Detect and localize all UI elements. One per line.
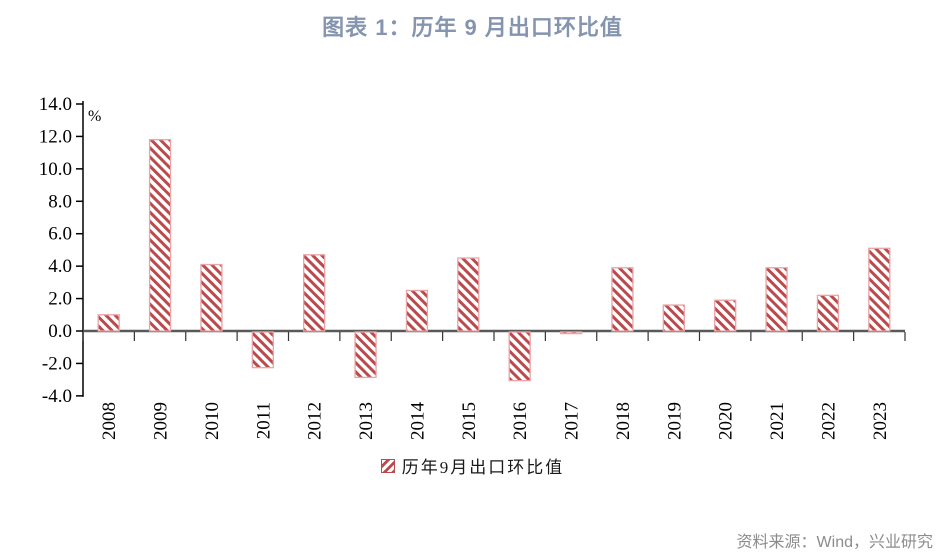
y-tick-label-10.0: 10.0 (39, 159, 72, 180)
bar-chart: 14.0 12.0 10.0 8.0 6.0 4.0 2.0 0.0 -2.0 -4.0% 2008… (39, 94, 906, 441)
x-label-2022: 2022 (818, 402, 839, 440)
bar-2023 (868, 247, 891, 332)
y-tick-label--2.0: -2.0 (42, 353, 72, 374)
x-label-2012: 2012 (305, 402, 326, 440)
bar-2008 (97, 314, 120, 332)
legend: 历年9月出口环比值 (0, 453, 945, 478)
bar-2013 (354, 331, 377, 379)
bar-2020 (714, 299, 737, 332)
y-tick-label-2.0: 2.0 (48, 289, 72, 310)
x-label-2023: 2023 (870, 402, 891, 440)
x-label-2017: 2017 (562, 402, 583, 440)
data-source: 资料来源：Wind，兴业研究 (736, 534, 933, 551)
bar-2017 (559, 331, 583, 335)
x-label-2014: 2014 (407, 402, 428, 441)
x-label-2021: 2021 (767, 402, 788, 440)
bar-2019 (662, 304, 685, 332)
y-tick-label-8.0: 8.0 (48, 191, 72, 212)
bar-2021 (765, 267, 788, 332)
bar-2016 (508, 331, 531, 382)
y-tick-label-12.0: 12.0 (39, 126, 72, 147)
y-tick-label-4.0: 4.0 (48, 256, 72, 277)
x-label-2015: 2015 (459, 402, 480, 440)
x-label-2009: 2009 (151, 402, 172, 440)
x-label-2008: 2008 (99, 402, 120, 440)
x-label-2013: 2013 (356, 402, 377, 440)
legend-label: 历年9月出口环比值 (401, 458, 565, 477)
chart-title: 图表 1：历年 9 月出口环比值 (322, 15, 623, 40)
y-tick-label-6.0: 6.0 (48, 224, 72, 245)
bar-2009 (148, 139, 172, 332)
bar-2012 (303, 254, 326, 332)
bar-2022 (816, 294, 840, 332)
x-label-2016: 2016 (510, 402, 531, 440)
x-label-2020: 2020 (716, 402, 737, 440)
y-axis-unit-label: % (88, 108, 101, 125)
y-tick-label-0.0: 0.0 (48, 321, 72, 342)
bar-2015 (457, 257, 480, 332)
bar-2018 (611, 267, 634, 332)
x-label-2010: 2010 (202, 402, 223, 440)
x-label-2018: 2018 (613, 402, 634, 440)
legend-hatch-swatch-icon (380, 458, 395, 473)
x-label-2019: 2019 (664, 402, 685, 440)
bar-2010 (200, 263, 223, 332)
bar-2011 (251, 331, 274, 369)
x-label-2011: 2011 (253, 402, 274, 439)
bar-2014 (405, 289, 429, 332)
y-tick-label--4.0: -4.0 (42, 386, 72, 407)
y-tick-label-14.0: 14.0 (39, 94, 72, 115)
